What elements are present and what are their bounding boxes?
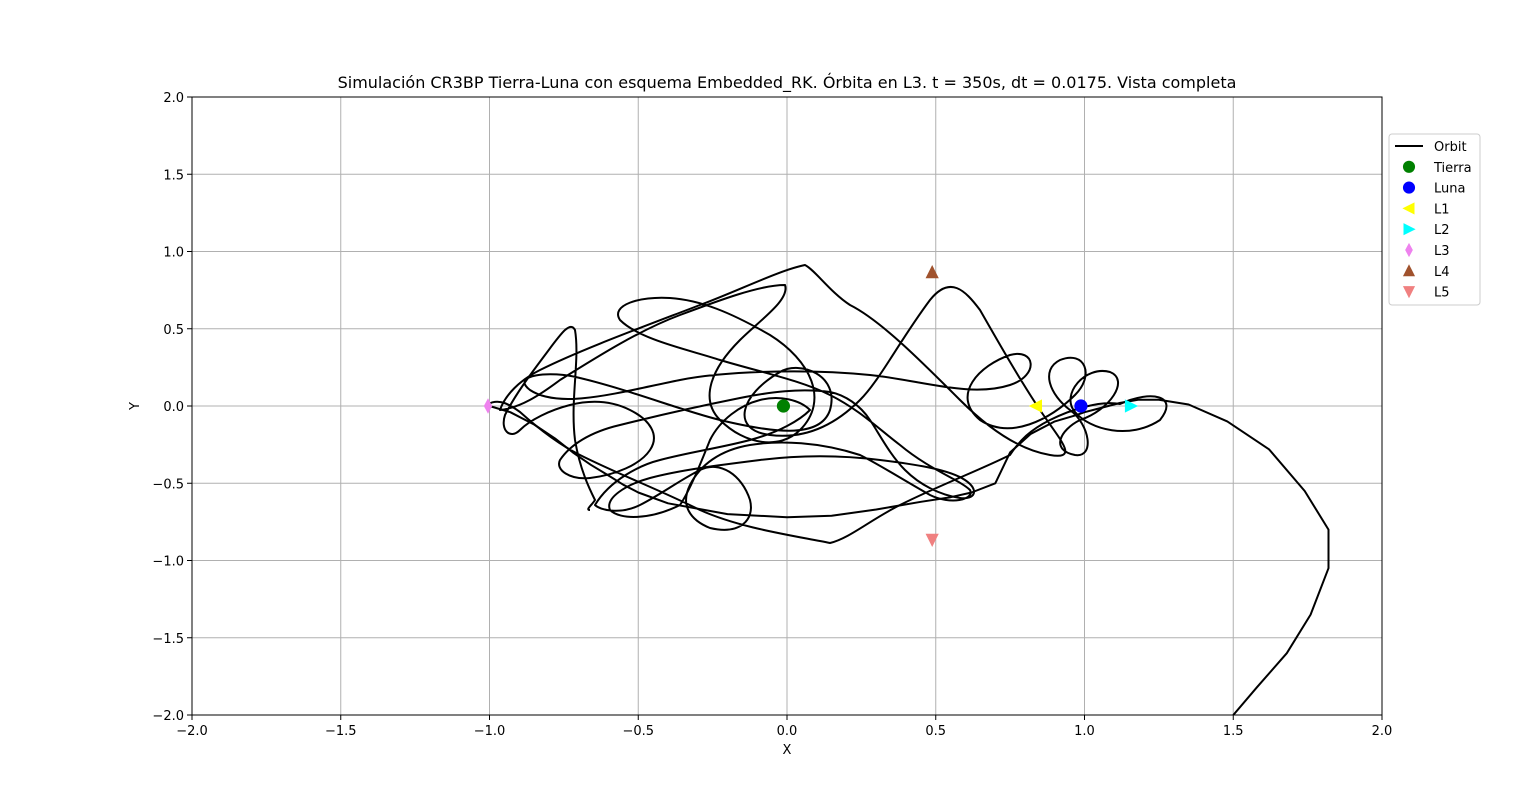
- y-tick-label: 2.0: [163, 91, 184, 106]
- point-l4: [925, 265, 939, 279]
- orbit-layer: [487, 264, 1330, 715]
- legend-swatch-tierra: [1402, 160, 1416, 173]
- y-tick-label: −1.5: [152, 632, 184, 647]
- legend-label-l5: L5: [1434, 286, 1450, 301]
- chart-title: Simulación CR3BP Tierra-Luna con esquema…: [338, 73, 1237, 93]
- x-tick-label: 1.0: [1074, 724, 1095, 739]
- x-tick-label: −1.0: [474, 724, 506, 739]
- y-tick-label: −2.0: [152, 709, 184, 724]
- orbit-inner-trajectory: [487, 264, 1168, 544]
- x-tick-label: −0.5: [622, 724, 654, 739]
- y-axis-label: Y: [128, 402, 143, 411]
- x-tick-label: 2.0: [1372, 724, 1393, 739]
- legend-swatch-luna: [1402, 181, 1416, 194]
- point-l3: [483, 398, 493, 414]
- legend-label-l1: L1: [1434, 202, 1450, 217]
- y-tick-label: −1.0: [152, 555, 184, 570]
- legend-label-luna: Luna: [1434, 182, 1465, 197]
- y-tick-label: 1.0: [163, 246, 184, 261]
- x-tick-label: 1.5: [1223, 724, 1244, 739]
- point-tierra: [776, 399, 791, 413]
- legend-box: [1388, 133, 1481, 306]
- legend-swatch-l4: [1402, 264, 1416, 277]
- point-luna: [1074, 399, 1088, 413]
- x-tick-label: −2.0: [176, 724, 208, 739]
- x-axis-label: X: [783, 743, 792, 758]
- x-tick-label: 0.5: [925, 724, 946, 739]
- legend-swatch-l2: [1403, 223, 1416, 236]
- point-l1: [1028, 399, 1043, 413]
- y-tick-label: −0.5: [152, 477, 184, 492]
- point-l2: [1124, 399, 1139, 413]
- legend-swatch-l5: [1402, 286, 1416, 299]
- legend-label-l4: L4: [1434, 265, 1450, 280]
- legend-label-orbit: Orbit: [1434, 140, 1467, 155]
- y-axis-ticks: −2.0 −1.5 −1.0 −0.5 0.0 0.5 1.0 1.5 2.0: [152, 91, 192, 724]
- legend-label-tierra: Tierra: [1433, 161, 1472, 176]
- y-tick-label: 0.0: [163, 400, 184, 415]
- legend-swatch-l1: [1402, 202, 1415, 215]
- legend-label-l3: L3: [1434, 244, 1450, 259]
- legend-swatch-l3: [1405, 242, 1413, 258]
- points-layer: [483, 265, 1139, 547]
- y-tick-label: 0.5: [163, 323, 184, 338]
- x-axis-ticks: −2.0 −1.5 −1.0 −0.5 0.0 0.5 1.0 1.5 2.0: [176, 715, 1392, 739]
- x-tick-label: 0.0: [777, 724, 798, 739]
- point-l5: [925, 533, 939, 547]
- y-tick-label: 1.5: [163, 168, 184, 183]
- orbit-series-line: [489, 398, 1330, 715]
- x-tick-label: −1.5: [325, 724, 357, 739]
- legend: Orbit Tierra Luna L1 L2 L3 L4 L5: [1388, 133, 1481, 306]
- legend-label-l2: L2: [1434, 223, 1450, 238]
